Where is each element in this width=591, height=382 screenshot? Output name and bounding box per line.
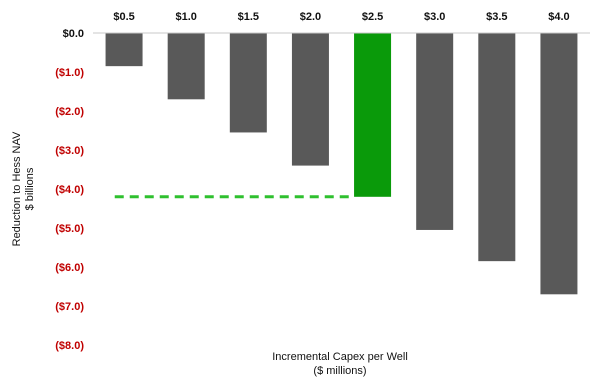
- bar-highlighted: [354, 33, 392, 197]
- bar: [105, 33, 143, 67]
- y-axis-title: Reduction to Hess NAV $ billions: [11, 131, 36, 246]
- bar-series: [105, 33, 578, 295]
- y-tick-label: ($2.0): [55, 106, 84, 118]
- x-tick-label: $2.0: [300, 11, 321, 23]
- y-tick-label: ($7.0): [55, 301, 84, 313]
- y-tick-label: ($4.0): [55, 184, 84, 196]
- y-axis-ticks: $0.0 ($1.0) ($2.0) ($3.0) ($4.0) ($5.0) ($6.0)…: [55, 28, 84, 352]
- y-axis-title-line-1: Reduction to Hess NAV: [11, 131, 23, 246]
- y-tick-label: $0.0: [63, 28, 84, 40]
- x-tick-label: $3.0: [424, 11, 445, 23]
- x-tick-label: $4.0: [548, 11, 569, 23]
- y-tick-label: ($3.0): [55, 145, 84, 157]
- x-axis-title-line-1: Incremental Capex per Well: [272, 351, 408, 363]
- y-tick-label: ($5.0): [55, 223, 84, 235]
- bar: [229, 33, 267, 133]
- x-tick-label: $3.5: [486, 11, 507, 23]
- x-tick-label: $2.5: [362, 11, 383, 23]
- bar: [416, 33, 454, 230]
- y-tick-label: ($8.0): [55, 340, 84, 352]
- y-tick-label: ($1.0): [55, 67, 84, 79]
- x-tick-label: $0.5: [113, 11, 134, 23]
- y-tick-label: ($6.0): [55, 262, 84, 274]
- bar: [540, 33, 578, 295]
- y-axis-title-line-2: $ billions: [24, 167, 36, 210]
- bar: [478, 33, 516, 262]
- bar: [291, 33, 329, 166]
- x-axis-ticks: $0.5 $1.0 $1.5 $2.0 $2.5 $3.0 $3.5 $4.0: [113, 11, 569, 23]
- bar: [167, 33, 205, 100]
- x-tick-label: $1.5: [238, 11, 259, 23]
- x-tick-label: $1.0: [175, 11, 196, 23]
- x-axis-title-line-2: ($ millions): [313, 365, 366, 377]
